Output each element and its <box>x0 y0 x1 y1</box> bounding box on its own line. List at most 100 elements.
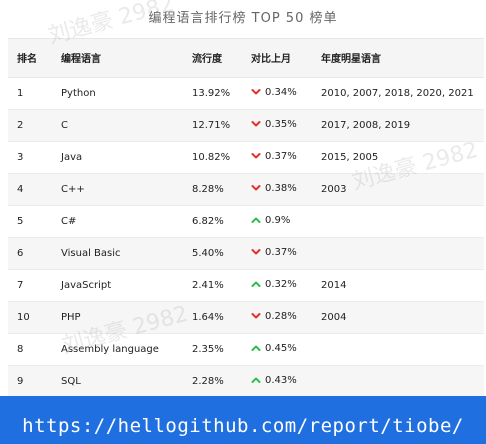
chevron-down-icon <box>251 153 261 159</box>
table-row[interactable]: 10 PHP 1.64% 0.28% 2004 <box>8 301 484 333</box>
chevron-down-icon <box>251 249 261 255</box>
rank-cell: 10 <box>17 311 30 323</box>
star-years-cell: 2017, 2008, 2019 <box>321 119 411 131</box>
trend-indicator: 0.37% <box>251 247 297 258</box>
rank-cell: 5 <box>17 215 24 227</box>
change-value: 0.28% <box>265 310 297 322</box>
table-row[interactable]: 3 Java 10.82% 0.37% 2015, 2005 <box>8 141 484 173</box>
table-header-row: 排名 编程语言 流行度 对比上月 年度明星语言 <box>8 39 484 78</box>
popularity-cell: 8.28% <box>192 183 224 195</box>
chevron-up-icon <box>251 281 261 288</box>
change-cell: 0.37% <box>242 237 312 269</box>
star-years-cell: 2014 <box>321 279 347 291</box>
column-header-rank[interactable]: 排名 <box>8 39 52 78</box>
change-value: 0.9% <box>265 214 291 226</box>
column-header-language[interactable]: 编程语言 <box>52 39 183 78</box>
page-title: 编程语言排行榜 TOP 50 榜单 <box>148 11 338 26</box>
popularity-cell: 10.82% <box>192 151 231 163</box>
popularity-cell: 5.40% <box>192 247 224 259</box>
rank-cell: 7 <box>17 279 24 291</box>
change-cell: 0.35% <box>242 109 312 141</box>
change-cell: 0.45% <box>242 333 312 365</box>
rank-cell: 8 <box>17 343 24 355</box>
change-value: 0.43% <box>265 374 297 386</box>
star-years-cell <box>312 365 484 397</box>
star-years-cell: 2015, 2005 <box>321 151 379 163</box>
chevron-up-icon <box>251 377 261 384</box>
chevron-up-icon <box>251 217 261 224</box>
star-years-cell: 2004 <box>321 311 347 323</box>
language-cell: JavaScript <box>61 279 112 291</box>
table-row[interactable]: 9 SQL 2.28% 0.43% <box>8 365 484 397</box>
star-years-cell <box>312 237 484 269</box>
star-years-cell: 2003 <box>321 183 347 195</box>
change-cell: 0.43% <box>242 365 312 397</box>
popularity-cell: 2.35% <box>192 343 224 355</box>
popularity-cell: 1.64% <box>192 311 224 323</box>
rank-cell: 6 <box>17 247 24 259</box>
change-cell: 0.38% <box>242 173 312 205</box>
change-value: 0.32% <box>265 278 297 290</box>
popularity-cell: 13.92% <box>192 87 231 99</box>
language-cell: Visual Basic <box>61 247 121 259</box>
language-cell: Java <box>61 151 83 163</box>
trend-indicator: 0.32% <box>251 279 297 290</box>
url-text[interactable]: https://hellogithub.com/report/tiobe/ <box>22 415 464 437</box>
star-years-cell <box>312 205 484 237</box>
change-value: 0.35% <box>265 118 297 130</box>
column-header-monthly-change[interactable]: 对比上月 <box>242 39 312 78</box>
table-row[interactable]: 8 Assembly language 2.35% 0.45% <box>8 333 484 365</box>
language-cell: Python <box>61 87 96 99</box>
trend-indicator: 0.43% <box>251 375 297 386</box>
table-row[interactable]: 2 C 12.71% 0.35% 2017, 2008, 2019 <box>8 109 484 141</box>
popularity-cell: 2.28% <box>192 375 224 387</box>
table-body: 1 Python 13.92% 0.34% 2010, 2007, 2018, 2020… <box>8 77 484 397</box>
ranking-table: 排名 编程语言 流行度 对比上月 年度明星语言 1 Python 13.92% 0.3… <box>8 38 484 398</box>
rank-cell: 2 <box>17 119 24 131</box>
chevron-up-icon <box>251 345 261 352</box>
change-value: 0.45% <box>265 342 297 354</box>
rank-cell: 4 <box>17 183 24 195</box>
language-cell: C++ <box>61 183 85 195</box>
language-cell: C <box>61 119 68 131</box>
trend-indicator: 0.37% <box>251 151 297 162</box>
rank-cell: 1 <box>17 87 24 99</box>
column-header-popularity[interactable]: 流行度 <box>183 39 242 78</box>
language-cell: C# <box>61 215 77 227</box>
trend-indicator: 0.9% <box>251 215 290 226</box>
change-cell: 0.32% <box>242 269 312 301</box>
language-cell: Assembly language <box>61 343 159 355</box>
table-row[interactable]: 1 Python 13.92% 0.34% 2010, 2007, 2018, 2020… <box>8 77 484 109</box>
language-cell: SQL <box>61 375 81 387</box>
trend-indicator: 0.38% <box>251 183 297 194</box>
popularity-cell: 2.41% <box>192 279 224 291</box>
popularity-cell: 12.71% <box>192 119 231 131</box>
rank-cell: 9 <box>17 375 24 387</box>
chevron-down-icon <box>251 313 261 319</box>
change-cell: 0.34% <box>242 77 312 109</box>
url-banner[interactable]: https://hellogithub.com/report/tiobe/ <box>0 396 486 444</box>
table-row[interactable]: 6 Visual Basic 5.40% 0.37% <box>8 237 484 269</box>
change-value: 0.37% <box>265 246 297 258</box>
change-value: 0.37% <box>265 150 297 162</box>
chevron-down-icon <box>251 89 261 95</box>
popularity-cell: 6.82% <box>192 215 224 227</box>
table-row[interactable]: 7 JavaScript 2.41% 0.32% 2014 <box>8 269 484 301</box>
table-row[interactable]: 5 C# 6.82% 0.9% <box>8 205 484 237</box>
column-header-star-years[interactable]: 年度明星语言 <box>312 39 484 78</box>
trend-indicator: 0.34% <box>251 87 297 98</box>
table-row[interactable]: 4 C++ 8.28% 0.38% 2003 <box>8 173 484 205</box>
trend-indicator: 0.45% <box>251 343 297 354</box>
chevron-down-icon <box>251 121 261 127</box>
change-cell: 0.28% <box>242 301 312 333</box>
trend-indicator: 0.28% <box>251 311 297 322</box>
language-cell: PHP <box>61 311 81 323</box>
rank-cell: 3 <box>17 151 24 163</box>
change-value: 0.38% <box>265 182 297 194</box>
change-cell: 0.37% <box>242 141 312 173</box>
change-cell: 0.9% <box>242 205 312 237</box>
chevron-down-icon <box>251 185 261 191</box>
star-years-cell <box>312 333 484 365</box>
star-years-cell: 2010, 2007, 2018, 2020, 2021 <box>321 87 474 99</box>
trend-indicator: 0.35% <box>251 119 297 130</box>
